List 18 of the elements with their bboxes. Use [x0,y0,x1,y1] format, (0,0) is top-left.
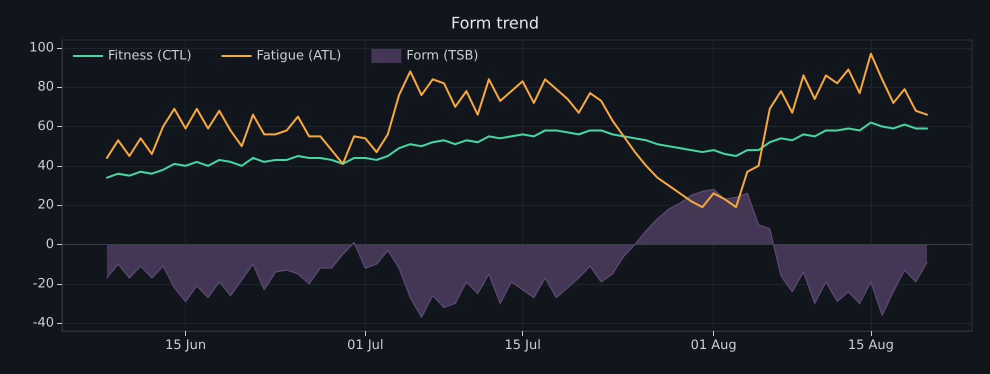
legend-label: Form (TSB) [406,48,478,64]
x-tick-label: 15 Aug [848,338,894,353]
legend-label: Fitness (CTL) [108,48,192,64]
y-tick-label: 80 [37,80,54,95]
y-tick-label: 60 [37,119,54,134]
y-tick-label: 40 [37,158,54,174]
x-tick-label: 15 Jun [165,338,206,353]
x-tick-label: 01 Jul [347,338,384,353]
y-tick-label: -40 [32,316,54,331]
line-series [106,122,928,179]
y-tick-label: -20 [32,276,54,292]
legend-label: Fatigue (ATL) [256,48,342,64]
x-tick-label: 01 Aug [690,338,737,353]
y-tick-label: 20 [37,198,54,213]
x-tick-label: 15 Jul [504,338,541,353]
y-tick-label: 0 [46,236,54,252]
chart-title: Form trend [450,14,540,32]
y-tick-label: 100 [29,40,54,56]
